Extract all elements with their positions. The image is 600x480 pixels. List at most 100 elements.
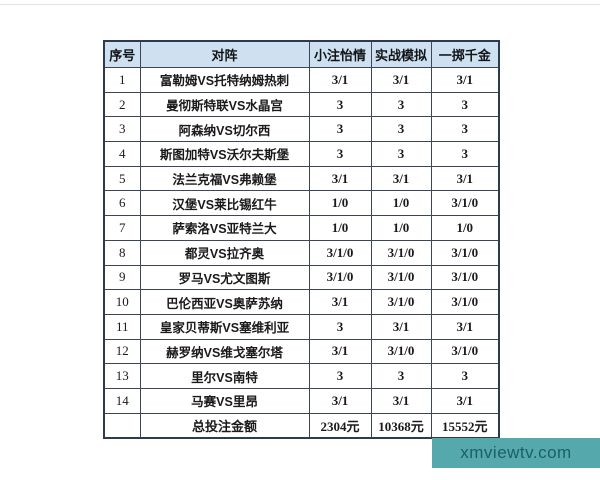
seq-cell: 4 [103,141,141,167]
seq-cell: 2 [103,91,141,118]
seq-cell: 14 [103,387,141,414]
odds-cell-1: 3/1 [308,338,372,365]
page-top-divider [0,4,600,5]
matchup-cell: 巴伦西亚VS奥萨苏纳 [139,289,310,315]
odds-cell-3: 3/1/0 [430,289,500,315]
odds-cell-2: 3 [370,116,432,143]
total-label-cell: 总投注金额 [139,412,310,439]
odds-cell-3: 3/1/0 [430,190,500,217]
matchup-cell: 罗马VS尤文图斯 [139,264,310,291]
odds-cell-1: 3/1/0 [308,239,372,266]
seq-cell: 11 [103,313,141,340]
seq-cell: 9 [103,264,141,291]
odds-cell-2: 3/1/0 [370,239,432,266]
matchup-cell: 都灵VS拉齐奥 [139,239,310,266]
matchup-cell: 汉堡VS莱比锡红牛 [139,190,310,217]
matchup-cell: 阿森纳VS切尔西 [139,116,310,143]
odds-cell-2: 3/1 [370,165,432,192]
header-simulation: 实战模拟 [370,40,432,68]
matchup-cell: 赫罗纳VS维戈塞尔塔 [139,338,310,365]
odds-cell-1: 3/1 [308,289,372,315]
odds-cell-2: 3/1/0 [370,338,432,365]
total-small-cell: 2304元 [308,412,372,439]
odds-cell-2: 1/0 [370,215,432,241]
table-row: 5 法兰克福VS弗赖堡 3/1 3/1 3/1 [103,165,500,192]
seq-cell: 6 [103,190,141,217]
header-row: 序号 对阵 小注怡情 实战模拟 一掷千金 [103,40,500,68]
odds-cell-3: 3/1 [430,313,500,340]
table-row: 6 汉堡VS莱比锡红牛 1/0 1/0 3/1/0 [103,190,500,217]
odds-cell-1: 3/1 [308,165,372,192]
odds-cell-3: 3/1 [430,67,500,93]
odds-cell-3: 3/1/0 [430,338,500,365]
odds-cell-3: 3 [430,141,500,167]
seq-cell: 5 [103,165,141,192]
table-row: 8 都灵VS拉齐奥 3/1/0 3/1/0 3/1/0 [103,239,500,266]
odds-cell-1: 3 [308,363,372,389]
odds-cell-3: 3/1/0 [430,264,500,291]
seq-cell: 3 [103,116,141,143]
table-body: 1 富勒姆VS托特纳姆热刺 3/1 3/1 3/1 2 曼彻斯特联VS水晶宫 3… [103,67,500,414]
table-row: 13 里尔VS南特 3 3 3 [103,363,500,389]
odds-cell-3: 3/1 [430,387,500,414]
odds-cell-2: 3/1 [370,67,432,93]
betting-table-container: 序号 对阵 小注怡情 实战模拟 一掷千金 1 富勒姆VS托特纳姆热刺 3/1 3… [103,40,500,440]
odds-cell-1: 3 [308,91,372,118]
table-row: 14 马赛VS里昂 3/1 3/1 3/1 [103,387,500,414]
table-row: 1 富勒姆VS托特纳姆热刺 3/1 3/1 3/1 [103,67,500,93]
matchup-cell: 皇家贝蒂斯VS塞维利亚 [139,313,310,340]
table-row: 9 罗马VS尤文图斯 3/1/0 3/1/0 3/1/0 [103,264,500,291]
odds-cell-1: 1/0 [308,215,372,241]
matchup-cell: 斯图加特VS沃尔夫斯堡 [139,141,310,167]
site-watermark: xmviewtv.com [432,438,600,468]
odds-cell-3: 3/1/0 [430,239,500,266]
odds-cell-2: 3 [370,91,432,118]
table-row: 10 巴伦西亚VS奥萨苏纳 3/1 3/1/0 3/1/0 [103,289,500,315]
matchup-cell: 富勒姆VS托特纳姆热刺 [139,67,310,93]
table-row: 7 萨索洛VS亚特兰大 1/0 1/0 1/0 [103,215,500,241]
betting-table: 序号 对阵 小注怡情 实战模拟 一掷千金 1 富勒姆VS托特纳姆热刺 3/1 3… [103,40,500,440]
table-row: 11 皇家贝蒂斯VS塞维利亚 3 3/1 3/1 [103,313,500,340]
matchup-cell: 法兰克福VS弗赖堡 [139,165,310,192]
odds-cell-1: 3/1/0 [308,264,372,291]
matchup-cell: 马赛VS里昂 [139,387,310,414]
odds-cell-3: 3/1 [430,165,500,192]
odds-cell-2: 3 [370,363,432,389]
table-header: 序号 对阵 小注怡情 实战模拟 一掷千金 [103,40,500,68]
odds-cell-1: 3/1 [308,67,372,93]
matchup-cell: 萨索洛VS亚特兰大 [139,215,310,241]
table-row: 12 赫罗纳VS维戈塞尔塔 3/1 3/1/0 3/1/0 [103,338,500,365]
header-matchup: 对阵 [139,40,310,68]
table-row: 3 阿森纳VS切尔西 3 3 3 [103,116,500,143]
total-sim-cell: 10368元 [370,412,432,439]
odds-cell-1: 3 [308,313,372,340]
table-row: 2 曼彻斯特联VS水晶宫 3 3 3 [103,91,500,118]
odds-cell-2: 1/0 [370,190,432,217]
seq-cell: 13 [103,363,141,389]
odds-cell-3: 3 [430,91,500,118]
odds-cell-1: 1/0 [308,190,372,217]
total-row: 总投注金额 2304元 10368元 15552元 [103,412,500,439]
total-big-cell: 15552元 [430,412,500,439]
seq-cell: 7 [103,215,141,241]
odds-cell-3: 3 [430,363,500,389]
odds-cell-2: 3/1 [370,387,432,414]
header-small-bet: 小注怡情 [308,40,372,68]
odds-cell-2: 3/1/0 [370,264,432,291]
odds-cell-1: 3/1 [308,387,372,414]
table-footer: 总投注金额 2304元 10368元 15552元 [103,412,500,439]
table-row: 4 斯图加特VS沃尔夫斯堡 3 3 3 [103,141,500,167]
odds-cell-2: 3/1/0 [370,289,432,315]
matchup-cell: 曼彻斯特联VS水晶宫 [139,91,310,118]
odds-cell-3: 3 [430,116,500,143]
odds-cell-1: 3 [308,141,372,167]
odds-cell-2: 3 [370,141,432,167]
seq-cell: 12 [103,338,141,365]
total-seq-cell [103,412,141,439]
seq-cell: 10 [103,289,141,315]
seq-cell: 8 [103,239,141,266]
header-seq: 序号 [103,40,141,68]
odds-cell-1: 3 [308,116,372,143]
matchup-cell: 里尔VS南特 [139,363,310,389]
seq-cell: 1 [103,67,141,93]
